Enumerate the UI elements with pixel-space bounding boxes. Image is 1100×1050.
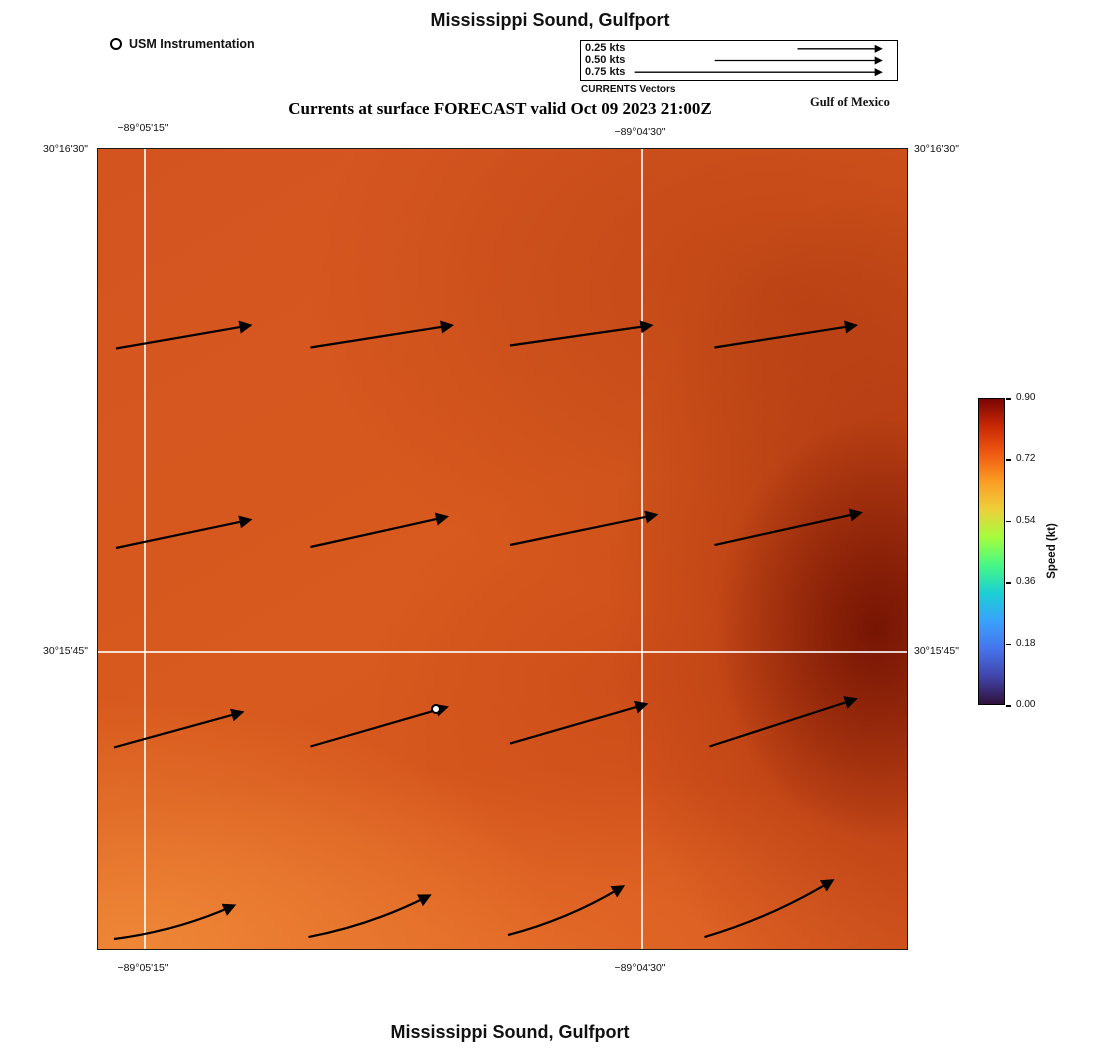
x-tick-top-right: −89°04'30": [614, 126, 666, 138]
colorbar-gradient: [979, 399, 1004, 704]
y-tick-right-top: 30°16'30": [914, 143, 959, 155]
vector-legend-box: 0.25 kts 0.50 kts 0.75 kts: [580, 40, 898, 81]
station-marker: [431, 704, 441, 714]
vector-legend-arrows: [634, 44, 883, 77]
current-vector: [714, 320, 859, 349]
colorbar-tick: [1006, 643, 1011, 646]
gridline-lat-mid: [98, 651, 907, 653]
vector-legend-label-025: 0.25 kts: [585, 42, 626, 54]
colorbar-tick-label: 0.72: [1016, 453, 1036, 465]
map-area: [97, 148, 908, 950]
current-vector: [507, 885, 626, 937]
current-vector: [113, 708, 245, 749]
figure-title: Mississippi Sound, Gulfport: [430, 10, 670, 30]
current-vectors: [113, 320, 863, 941]
station-marker-icon: [110, 38, 122, 50]
gridline-lon-right: [641, 149, 643, 949]
colorbar-tick: [1006, 398, 1011, 400]
figure-title-bottom: Mississippi Sound, Gulfport: [390, 1022, 630, 1042]
colorbar-tick-label: 0.54: [1016, 514, 1036, 526]
current-vector: [115, 320, 253, 350]
current-vector: [113, 903, 237, 941]
current-vector: [714, 508, 863, 547]
y-tick-left-top: 30°16'30": [43, 143, 88, 155]
reference-arrow-group: [634, 44, 883, 77]
y-tick-left-bottom: 30°15'45": [43, 645, 88, 657]
current-vector: [709, 696, 858, 748]
colorbar-tick-label: 0.36: [1016, 576, 1036, 588]
vector-legend-label-050: 0.50 kts: [585, 54, 626, 66]
colorbar-tick-label: 0.18: [1016, 637, 1036, 649]
current-vector: [310, 703, 449, 748]
current-vector: [704, 879, 835, 939]
speed-field: [98, 149, 907, 949]
colorbar-label: Speed (kt): [1046, 523, 1058, 579]
colorbar-tick-label: 0.90: [1016, 392, 1036, 403]
current-vector: [310, 320, 455, 349]
colorbar-ticks: 0.90 0.72 0.54 0.36 0.18 0.00: [1006, 392, 1068, 710]
colorbar-tick: [1006, 705, 1011, 707]
current-vector: [509, 510, 659, 547]
y-tick-right-bottom: 30°15'45": [914, 645, 959, 657]
x-tick-bottom-left: −89°05'15": [117, 962, 169, 974]
colorbar-tick-label: 0.00: [1016, 699, 1036, 710]
x-tick-bottom-right: −89°04'30": [614, 962, 666, 974]
station-legend: USM Instrumentation: [110, 37, 255, 51]
colorbar: [978, 398, 1005, 705]
figure-subtitle: Currents at surface FORECAST valid Oct 0…: [288, 99, 712, 118]
current-vector-group: [113, 320, 863, 941]
colorbar-tick: [1006, 459, 1011, 461]
region-label: Gulf of Mexico: [810, 95, 890, 109]
station-legend-label: USM Instrumentation: [129, 37, 255, 51]
colorbar-tick: [1006, 582, 1011, 584]
x-tick-top-left: −89°05'15": [117, 122, 169, 134]
colorbar-tick: [1006, 520, 1011, 523]
current-vector: [310, 512, 449, 549]
vector-legend-caption: CURRENTS Vectors: [581, 84, 676, 95]
current-vector: [115, 515, 253, 550]
gridline-lon-left: [144, 149, 146, 949]
current-vector: [509, 700, 649, 745]
current-vector: [308, 894, 432, 939]
current-vector: [509, 320, 654, 347]
vector-legend-label-075: 0.75 kts: [585, 66, 626, 78]
